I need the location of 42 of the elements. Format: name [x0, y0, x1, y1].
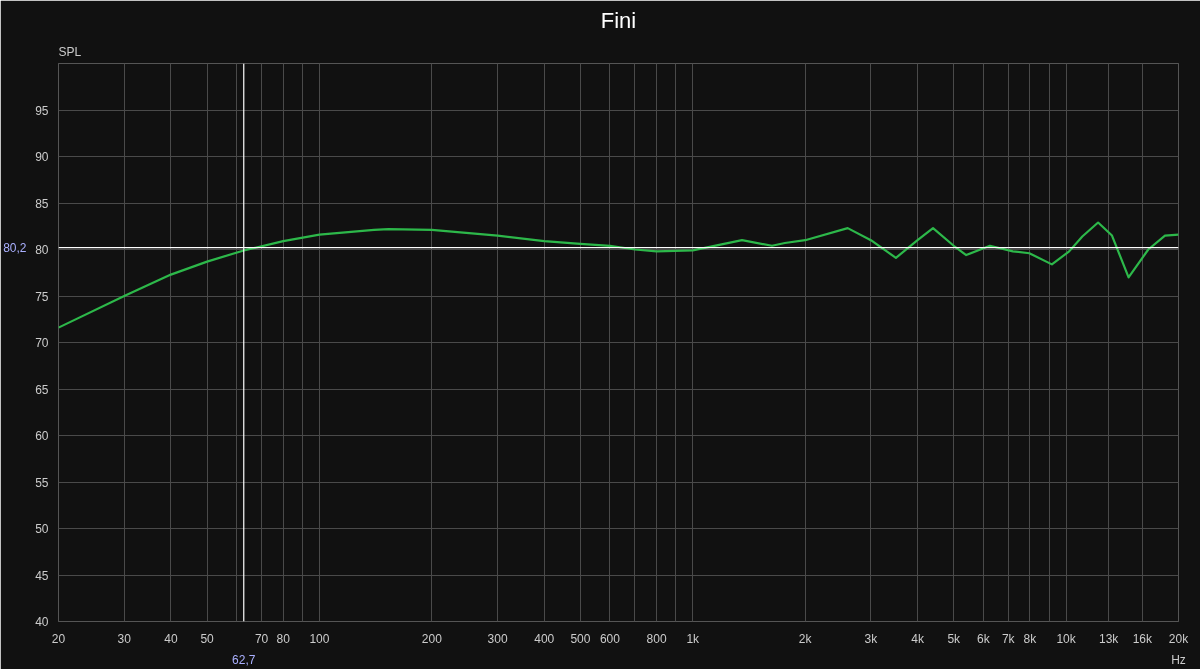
x-tick-label: 5k: [947, 631, 962, 646]
x-tick-label: 4k: [911, 631, 925, 646]
x-tick-label: 100: [309, 631, 330, 646]
x-tick-label: 30: [117, 631, 132, 646]
ref-line-label: 62,7: [232, 652, 256, 667]
y-tick-label: 60: [35, 429, 49, 443]
x-tick-label: 10k: [1056, 631, 1077, 646]
y-tick-label: 95: [35, 103, 49, 118]
x-tick-label: 50: [200, 631, 215, 646]
x-tick-label: 20k: [1168, 631, 1190, 646]
y-tick-label: 80: [35, 243, 49, 257]
x-tick-label: 20: [51, 631, 66, 646]
x-tick-label: 13k: [1098, 631, 1120, 646]
x-axis-title: Hz: [1171, 652, 1186, 667]
y-tick-label: 85: [35, 196, 49, 211]
y-tick-label: 65: [35, 382, 49, 397]
x-tick-label: 40: [164, 631, 178, 646]
y-tick-label: 50: [35, 522, 49, 536]
x-tick-label: 16k: [1132, 631, 1153, 646]
x-tick-label: 6k: [976, 631, 991, 646]
x-tick-label: 7k: [1001, 631, 1016, 646]
x-tick-label: 2k: [798, 631, 813, 646]
x-tick-label: 8k: [1023, 631, 1038, 646]
x-tick-label: 400: [534, 631, 555, 646]
y-tick-label: 55: [35, 475, 49, 490]
y-tick-label: 45: [35, 568, 49, 583]
y-tick-label: 70: [35, 336, 49, 350]
x-tick-label: 1k: [686, 631, 701, 646]
x-tick-label: 500: [570, 631, 591, 646]
x-tick-label: 300: [487, 631, 508, 646]
y-tick-label: 40: [35, 615, 49, 629]
x-tick-label: 3k: [864, 631, 879, 646]
chart-title: Fini: [600, 7, 637, 33]
ref-line-label: 80,2: [3, 241, 27, 256]
y-axis-title: SPL: [58, 44, 82, 59]
x-tick-label: 80: [276, 631, 291, 646]
x-tick-label: 600: [599, 631, 621, 646]
x-tick-label: 200: [421, 631, 443, 646]
x-tick-label: 70: [254, 631, 269, 646]
y-tick-label: 75: [35, 289, 49, 304]
x-tick-label: 800: [646, 631, 667, 646]
y-tick-label: 90: [35, 150, 49, 164]
